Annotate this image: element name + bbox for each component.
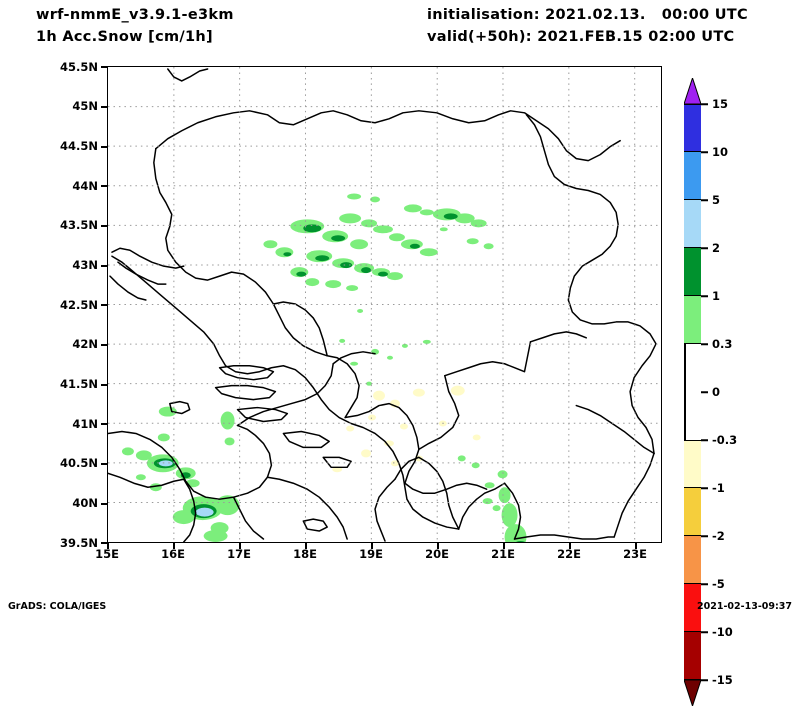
colorbar-label: -1: [712, 481, 725, 495]
colorbar-label: -2: [712, 529, 725, 543]
colorbar-label: -5: [712, 577, 725, 591]
colorbar-band-5-10: [684, 152, 701, 200]
y-tick-label: 43N: [72, 258, 98, 272]
colorbar-over-arrow: [684, 78, 701, 104]
colorbar-band-0-03: [684, 344, 701, 392]
source-credit: GrADS: COLA/IGES: [8, 601, 107, 612]
y-tick-label: 42N: [72, 337, 98, 351]
y-tick-mark: [101, 503, 107, 505]
initialisation-time: initialisation: 2021.02.13. 00:00 UTC: [427, 7, 748, 23]
y-tick-mark: [101, 225, 107, 227]
y-tick-label: 45N: [72, 99, 98, 113]
colorbar-tick: [701, 151, 708, 153]
y-tick-label: 41N: [72, 417, 98, 431]
colorbar-band-m03-0: [684, 392, 701, 440]
y-tick-mark: [101, 185, 107, 187]
y-tick-mark: [101, 542, 107, 544]
colorbar-band-2-5: [684, 200, 701, 248]
y-tick-mark: [101, 66, 107, 68]
y-tick-label: 40.5N: [60, 456, 98, 470]
colorbar-band-03-1: [684, 296, 701, 344]
x-tick-mark: [371, 543, 373, 549]
x-tick-label: 16E: [161, 547, 185, 561]
x-tick-label: 23E: [623, 547, 647, 561]
x-tick-mark: [305, 543, 307, 549]
x-tick-label: 21E: [491, 547, 515, 561]
colorbar-tick: [701, 247, 708, 249]
colorbar-label: 0: [712, 385, 721, 399]
x-tick-label: 15E: [95, 547, 119, 561]
colorbar-tick: [701, 679, 708, 681]
colorbar-band-m15-m10: [684, 632, 701, 680]
map-plot-area: [107, 66, 662, 543]
y-tick-mark: [101, 265, 107, 267]
valid-time: valid(+50h): 2021.FEB.15 02:00 UTC: [427, 29, 735, 45]
y-tick-label: 45.5N: [60, 60, 98, 74]
colorbar-label: 0.3: [712, 337, 733, 351]
y-tick-mark: [101, 106, 107, 108]
x-tick-label: 19E: [359, 547, 383, 561]
y-tick-mark: [101, 423, 107, 425]
y-tick-label: 42.5N: [60, 298, 98, 312]
x-tick-mark: [437, 543, 439, 549]
colorbar-label: 1: [712, 289, 721, 303]
colorbar-spine: [684, 344, 686, 440]
y-tick-mark: [101, 146, 107, 148]
colorbar-label: 15: [712, 97, 729, 111]
colorbar-band-1-2: [684, 248, 701, 296]
colorbar-label: -0.3: [712, 433, 738, 447]
x-tick-mark: [107, 543, 109, 549]
y-tick-label: 40N: [72, 496, 98, 510]
colorbar-tick: [701, 583, 708, 585]
colorbar-tick: [701, 199, 708, 201]
colorbar-band-m2-m1: [684, 488, 701, 536]
colorbar-tick: [701, 487, 708, 489]
colorbar-under-arrow: [684, 680, 701, 706]
x-tick-label: 22E: [557, 547, 581, 561]
x-tick-label: 18E: [293, 547, 317, 561]
x-tick-mark: [503, 543, 505, 549]
colorbar-band-m1-m03: [684, 440, 701, 488]
y-tick-label: 44N: [72, 179, 98, 193]
render-timestamp: 2021-02-13-09:37: [697, 601, 792, 612]
colorbar-label: 5: [712, 193, 721, 207]
x-tick-mark: [173, 543, 175, 549]
colorbar-tick: [701, 631, 708, 633]
colorbar-tick: [701, 343, 708, 345]
colorbar-label: -15: [712, 673, 733, 687]
y-tick-mark: [101, 384, 107, 386]
y-tick-label: 41.5N: [60, 377, 98, 391]
model-title: wrf-nmmE_v3.9.1-e3km: [36, 7, 234, 23]
colorbar-label: -10: [712, 625, 733, 639]
x-tick-mark: [635, 543, 637, 549]
y-tick-label: 43.5N: [60, 218, 98, 232]
colorbar-label: 2: [712, 241, 721, 255]
x-tick-label: 17E: [227, 547, 251, 561]
colorbar-tick: [701, 391, 708, 393]
colorbar-label: 10: [712, 145, 729, 159]
x-tick-mark: [239, 543, 241, 549]
x-tick-mark: [569, 543, 571, 549]
colorbar-tick: [701, 103, 708, 105]
y-tick-mark: [101, 463, 107, 465]
colorbar: 15 10 5 2 1 0.3 0 -0.3 -1 -2 -5 -10 -15: [684, 66, 794, 706]
colorbar-band-10-15: [684, 104, 701, 152]
colorbar-tick: [701, 535, 708, 537]
y-tick-label: 39.5N: [60, 536, 98, 550]
colorbar-tick: [701, 295, 708, 297]
y-tick-mark: [101, 304, 107, 306]
y-tick-mark: [101, 344, 107, 346]
field-title: 1h Acc.Snow [cm/1h]: [36, 29, 213, 45]
y-tick-label: 44.5N: [60, 139, 98, 153]
colorbar-band-m5-m2: [684, 536, 701, 584]
x-tick-label: 20E: [425, 547, 449, 561]
colorbar-tick: [701, 439, 708, 441]
map-gridlines: [108, 67, 661, 542]
coastlines-and-borders: [108, 68, 657, 542]
